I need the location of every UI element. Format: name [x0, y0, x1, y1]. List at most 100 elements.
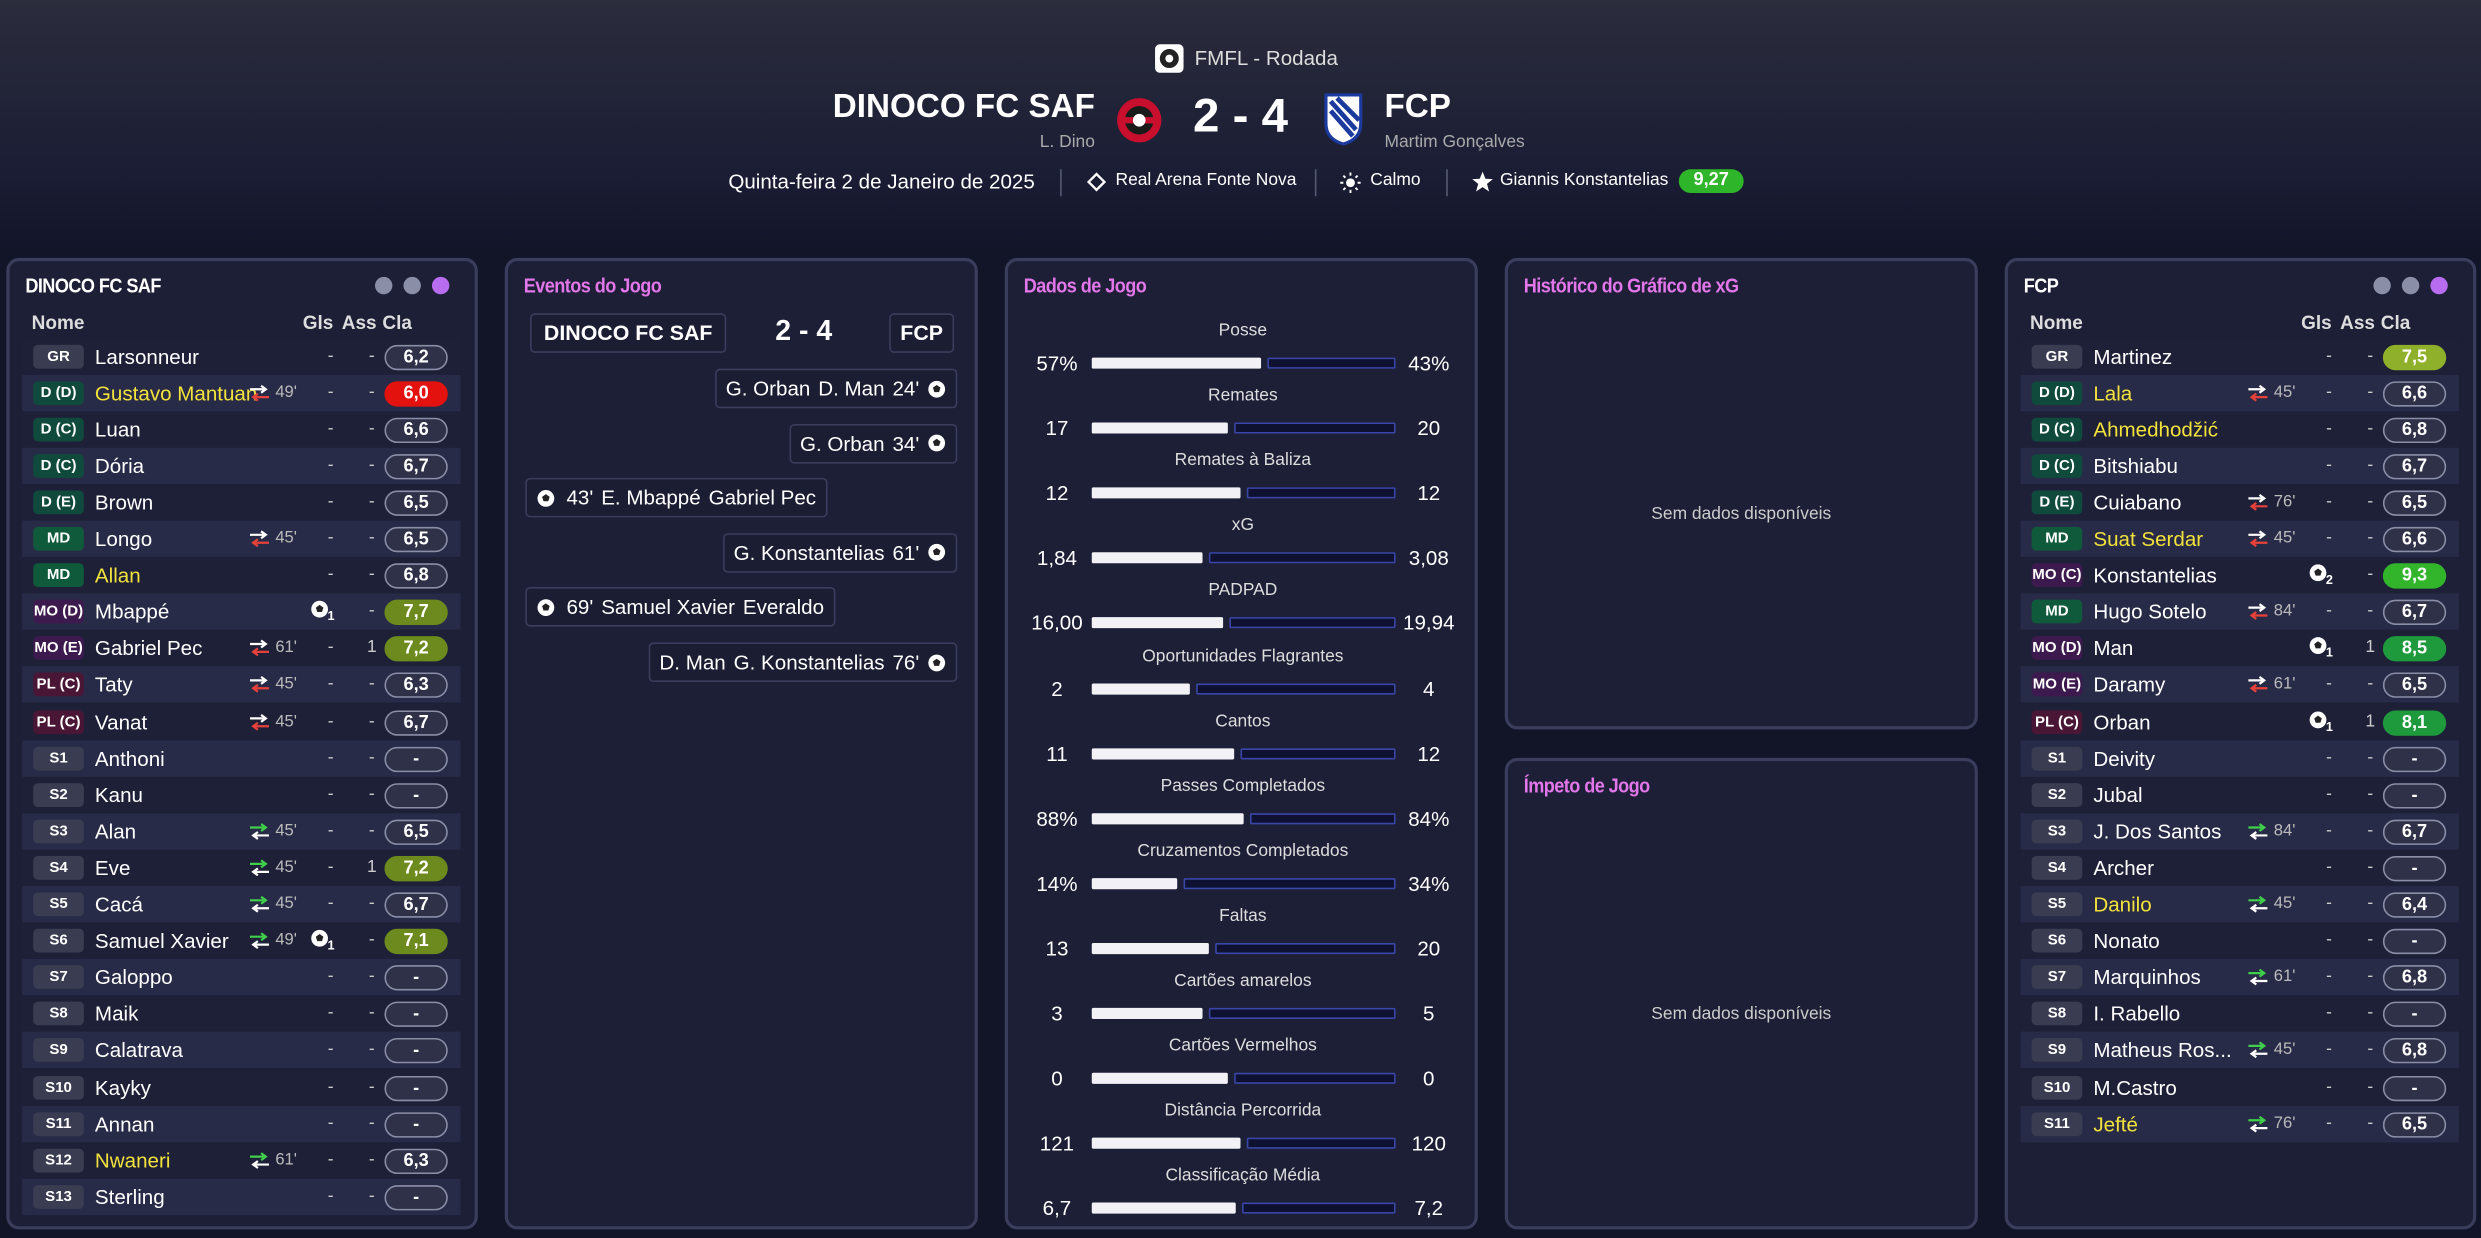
- player-row[interactable]: D (C) Bitshiabu - -6,7: [2020, 447, 2459, 484]
- player-row[interactable]: S9 Calatrava - - -: [22, 1032, 461, 1069]
- player-of-match[interactable]: Giannis Konstantelias: [1499, 170, 1669, 190]
- player-name[interactable]: Taty: [94, 673, 133, 697]
- panel-option-dot[interactable]: [2401, 276, 2420, 295]
- player-name[interactable]: Marquinhos: [2093, 965, 2201, 990]
- player-row[interactable]: S11 Annan - - -: [22, 1105, 461, 1142]
- player-name[interactable]: Galoppo: [94, 965, 173, 990]
- player-name[interactable]: Kanu: [94, 782, 143, 807]
- player-name[interactable]: I. Rabello: [2093, 1002, 2181, 1026]
- player-name[interactable]: Luan: [94, 417, 141, 441]
- player-row[interactable]: MO (C) Konstantelias 2 -9,3: [2020, 557, 2459, 594]
- player-row[interactable]: S5 Danilo 45' - -6,4: [2020, 886, 2459, 923]
- goal-event[interactable]: 43' E. Mbappé Gabriel Pec: [525, 478, 828, 518]
- player-row[interactable]: S7 Galoppo - - -: [22, 959, 461, 996]
- player-row[interactable]: MO (E) Daramy 61' - -6,5: [2020, 666, 2459, 704]
- player-row[interactable]: MD Longo 45' - -6,5: [22, 520, 461, 557]
- player-name[interactable]: Samuel Xavier: [94, 928, 229, 953]
- player-row[interactable]: D (D) Gustavo Mantuan 49' - -6,0: [22, 374, 461, 411]
- player-row[interactable]: S3 J. Dos Santos 84' - -6,7: [2020, 812, 2459, 850]
- player-name[interactable]: Maik: [94, 1002, 139, 1026]
- player-name[interactable]: Larsonneur: [94, 344, 200, 368]
- player-name[interactable]: Orban: [2093, 709, 2151, 734]
- player-row[interactable]: D (C) Ahmedhodžić - -6,8: [2020, 410, 2459, 448]
- player-name[interactable]: Matheus Ros...: [2093, 1038, 2232, 1063]
- goal-event[interactable]: G. Orban 34': [788, 423, 958, 463]
- player-row[interactable]: S6 Samuel Xavier 49' 1 -7,1: [22, 922, 461, 960]
- player-name[interactable]: Sterling: [94, 1184, 165, 1209]
- player-name[interactable]: Dória: [94, 453, 145, 478]
- panel-option-dot[interactable]: [374, 276, 393, 295]
- player-row[interactable]: D (D) Lala 45' - -6,6: [2020, 374, 2459, 411]
- panel-option-dot[interactable]: [2430, 276, 2448, 295]
- player-name[interactable]: Nwaneri: [94, 1148, 171, 1172]
- player-name[interactable]: Ahmedhodžić: [2093, 417, 2218, 441]
- player-name[interactable]: Daramy: [2093, 673, 2166, 697]
- player-row[interactable]: MD Allan - -6,8: [22, 557, 461, 594]
- player-name[interactable]: Cacá: [94, 892, 143, 917]
- player-name[interactable]: Calatrava: [94, 1038, 183, 1063]
- player-row[interactable]: PL (C) Taty 45' - -6,3: [22, 666, 461, 704]
- player-name[interactable]: Annan: [94, 1111, 155, 1136]
- player-row[interactable]: S3 Alan 45' - -6,5: [22, 812, 461, 850]
- panel-option-dot[interactable]: [2373, 276, 2391, 295]
- player-name[interactable]: Deivity: [2093, 746, 2156, 770]
- player-name[interactable]: Man: [2093, 636, 2134, 661]
- player-row[interactable]: MO (E) Gabriel Pec 61' - 1 7,2: [22, 630, 461, 667]
- player-name[interactable]: Cuiabano: [2093, 490, 2182, 515]
- player-name[interactable]: Hugo Sotelo: [2093, 599, 2207, 624]
- goal-event[interactable]: G. Konstantelias 61': [722, 532, 958, 573]
- player-row[interactable]: S2 Jubal - - -: [2020, 776, 2459, 813]
- player-name[interactable]: Longo: [94, 526, 153, 551]
- player-name[interactable]: Lala: [2093, 380, 2133, 405]
- player-row[interactable]: D (C) Luan - -6,6: [22, 410, 461, 448]
- goal-event[interactable]: D. Man G. Konstantelias 76': [648, 642, 958, 682]
- player-name[interactable]: Allan: [94, 563, 141, 588]
- player-row[interactable]: S4 Eve 45' - 1 7,2: [22, 849, 461, 886]
- player-row[interactable]: S12 Nwaneri 61' - -6,3: [22, 1141, 461, 1179]
- player-name[interactable]: Jefté: [2093, 1111, 2138, 1136]
- goal-event[interactable]: 69' Samuel Xavier Everaldo: [525, 587, 836, 628]
- player-row[interactable]: S13 Sterling - - -: [22, 1178, 461, 1215]
- player-name[interactable]: Gabriel Pec: [94, 636, 203, 661]
- player-name[interactable]: Bitshiabu: [2093, 453, 2178, 478]
- player-name[interactable]: Vanat: [94, 709, 148, 734]
- player-name[interactable]: M.Castro: [2093, 1075, 2177, 1099]
- player-row[interactable]: D (E) Brown - -6,5: [22, 484, 461, 521]
- player-row[interactable]: MD Suat Serdar 45' - -6,6: [2020, 520, 2459, 557]
- player-name[interactable]: Gustavo Mantuan: [94, 380, 258, 405]
- player-name[interactable]: Jubal: [2093, 782, 2143, 807]
- player-name[interactable]: Anthoni: [94, 746, 165, 770]
- panel-option-dot[interactable]: [431, 276, 450, 295]
- player-name[interactable]: Archer: [2093, 855, 2154, 880]
- player-name[interactable]: J. Dos Santos: [2093, 819, 2222, 844]
- player-row[interactable]: S10 Kayky - - -: [22, 1068, 461, 1106]
- player-name[interactable]: Konstantelias: [2093, 563, 2217, 588]
- away-manager[interactable]: Martim Gonçalves: [1384, 132, 1525, 152]
- away-team-name[interactable]: FCP: [1384, 88, 1451, 125]
- player-row[interactable]: S8 I. Rabello - - -: [2020, 995, 2459, 1033]
- player-row[interactable]: S1 Anthoni - - -: [22, 739, 461, 777]
- player-row[interactable]: S5 Cacá 45' - -6,7: [22, 886, 461, 923]
- player-row[interactable]: S9 Matheus Ros... 45' - -6,8: [2020, 1032, 2459, 1069]
- player-name[interactable]: Alan: [94, 819, 137, 844]
- player-row[interactable]: GR Larsonneur - -6,2: [22, 337, 461, 375]
- panel-option-dot[interactable]: [403, 276, 421, 295]
- player-row[interactable]: S11 Jefté 76' - -6,5: [2020, 1105, 2459, 1142]
- player-name[interactable]: Danilo: [2093, 892, 2152, 917]
- player-row[interactable]: S7 Marquinhos 61' - -6,8: [2020, 959, 2459, 996]
- player-row[interactable]: MD Hugo Sotelo 84' - -6,7: [2020, 593, 2459, 631]
- player-name[interactable]: Brown: [94, 490, 154, 515]
- player-name[interactable]: Nonato: [2093, 928, 2160, 953]
- player-row[interactable]: PL (C) Vanat 45' - -6,7: [22, 703, 461, 740]
- player-name[interactable]: Eve: [94, 855, 131, 880]
- player-row[interactable]: GR Martinez - -7,5: [2020, 337, 2459, 375]
- player-row[interactable]: S2 Kanu - - -: [22, 776, 461, 813]
- player-row[interactable]: D (C) Dória - -6,7: [22, 447, 461, 484]
- player-row[interactable]: S6 Nonato - - -: [2020, 922, 2459, 960]
- player-row[interactable]: S1 Deivity - - -: [2020, 739, 2459, 777]
- player-row[interactable]: S4 Archer - - -: [2020, 849, 2459, 886]
- player-row[interactable]: MO (D) Man 1 1 8,5: [2020, 630, 2459, 667]
- home-manager[interactable]: L. Dino: [1039, 132, 1095, 152]
- player-name[interactable]: Mbappé: [94, 599, 170, 624]
- player-name[interactable]: Kayky: [94, 1075, 151, 1099]
